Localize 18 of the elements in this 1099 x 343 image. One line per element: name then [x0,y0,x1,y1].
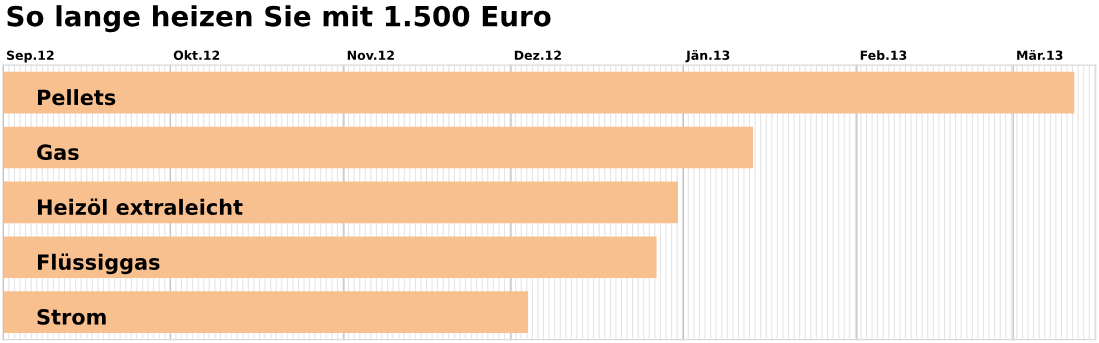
y-tick-label: Strom [37,309,106,325]
chart-title: So lange heizen Sie mit 1.500 Euro [7,5,551,33]
bar [3,291,529,333]
ref-line-label: Feb.13 [860,50,907,60]
ref-line-label: Okt.12 [173,50,220,60]
ref-line-label: Nov.12 [347,50,394,60]
y-tick-label: Flüssiggas [37,253,160,275]
bar [3,126,753,169]
y-tick-label: Pellets [37,89,116,106]
ref-line-label: Jän.13 [685,50,730,63]
ref-line-label: Dez.12 [514,50,561,60]
ref-line-label: Mär.13 [1017,50,1063,60]
bar [3,236,657,279]
ref-line-label: Sep.12 [6,50,54,63]
bar [3,71,1075,114]
y-tick-label: Heizöl extraleicht [37,198,243,215]
bar [3,181,679,224]
y-tick-label: Gas [37,144,79,161]
